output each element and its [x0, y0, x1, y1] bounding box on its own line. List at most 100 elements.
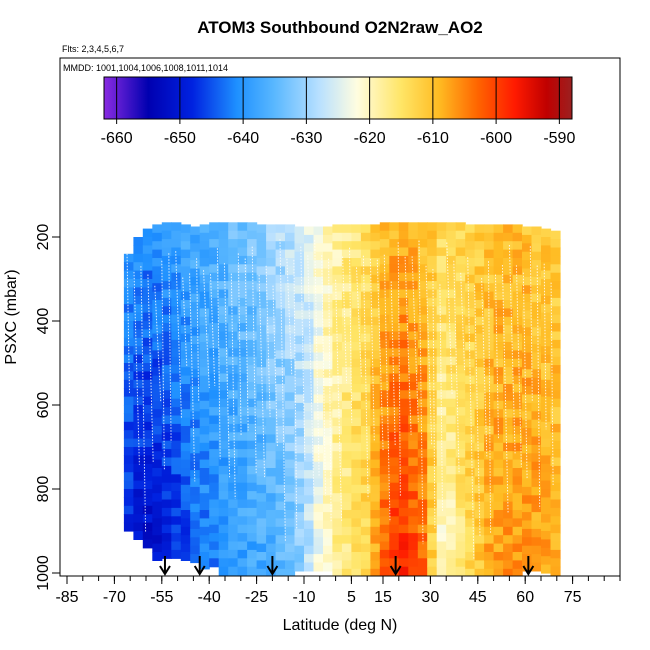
heatmap-cell [427, 491, 438, 501]
heatmap-cell [370, 400, 381, 410]
heatmap-cell [465, 434, 476, 444]
heatmap-cell [512, 543, 523, 553]
heatmap-cell [266, 392, 277, 402]
heatmap-cell [370, 350, 381, 360]
heatmap-cell [465, 384, 476, 393]
heatmap-cell [237, 549, 248, 559]
heatmap-cell [171, 465, 182, 475]
heatmap-cell [455, 524, 466, 534]
heatmap-cell [218, 465, 229, 475]
heatmap-cell [531, 453, 542, 463]
heatmap-cell [389, 247, 400, 257]
heatmap-cell [218, 356, 229, 366]
heatmap-cell [360, 316, 371, 326]
heatmap-cell [180, 526, 191, 536]
heatmap-cell [313, 260, 324, 270]
heatmap-cell [218, 432, 229, 442]
heatmap-cell [531, 260, 542, 270]
heatmap-cell [323, 478, 334, 488]
heatmap-cell [531, 386, 542, 396]
heatmap-cell [389, 524, 400, 534]
heatmap-cell [427, 348, 438, 358]
heatmap-cell [522, 260, 533, 270]
heatmap-cell [209, 491, 220, 501]
heatmap-cell [360, 241, 371, 251]
heatmap-cell [389, 465, 400, 475]
heatmap-cell [275, 510, 286, 519]
heatmap-cell [427, 314, 438, 324]
heatmap-cell [199, 266, 210, 276]
heatmap-cell [123, 304, 134, 314]
heatmap-cell [541, 371, 552, 381]
heatmap-cell [180, 476, 191, 486]
heatmap-cell [218, 281, 229, 291]
heatmap-cell [161, 306, 172, 316]
heatmap-cell [294, 512, 305, 522]
heatmap-cell [133, 321, 144, 330]
heatmap-cell [436, 314, 447, 324]
heatmap-cell [417, 566, 428, 576]
heatmap-cell [417, 306, 428, 316]
heatmap-cell [256, 543, 267, 553]
heatmap-cell [266, 274, 277, 284]
heatmap-cell [171, 449, 182, 459]
y-tick-label: 400 [35, 308, 52, 335]
heatmap-cell [228, 457, 239, 467]
heatmap-cell [152, 510, 163, 519]
heatmap-cell [247, 566, 258, 576]
heatmap-cell [304, 402, 315, 412]
heatmap-cell [237, 339, 248, 349]
heatmap-cell [180, 375, 191, 385]
heatmap-cell [446, 457, 457, 467]
heatmap-cell [550, 281, 561, 291]
heatmap-cell [209, 348, 220, 358]
heatmap-cell [294, 310, 305, 320]
heatmap-cell [389, 339, 400, 349]
heatmap-cell [294, 444, 305, 454]
heatmap-cell [323, 344, 334, 354]
heatmap-cell [370, 543, 381, 553]
x-tick-label: 75 [564, 589, 582, 606]
heatmap-cell [541, 447, 552, 456]
heatmap-cell [503, 333, 514, 343]
x-tick-label: 30 [422, 589, 440, 606]
heatmap-cell [389, 482, 400, 492]
heatmap-cell [531, 360, 542, 370]
heatmap-cell [398, 558, 409, 568]
heatmap-cell [190, 386, 201, 396]
heatmap-cell [133, 388, 144, 398]
plot-frame [59, 57, 621, 577]
heatmap-cell [171, 457, 182, 467]
heatmap-cell [531, 335, 542, 345]
flight-track [237, 253, 242, 436]
heatmap-cell [237, 255, 248, 265]
heatmap-cell [266, 266, 277, 276]
heatmap-cell [209, 407, 220, 417]
colorbar-tick-label: -620 [354, 130, 386, 147]
heatmap-cell [370, 274, 381, 284]
heatmap-cell [142, 312, 153, 322]
heatmap-cell [550, 306, 561, 316]
heatmap-cell [503, 484, 514, 494]
heatmap-cell [474, 375, 485, 385]
heatmap-cell [304, 310, 315, 320]
heatmap-cell [351, 434, 362, 444]
heatmap-cell [436, 339, 447, 349]
heatmap-cell [417, 499, 428, 509]
heatmap-cell [379, 247, 390, 257]
heatmap-cell [275, 526, 286, 536]
heatmap-cell [294, 352, 305, 362]
heatmap-cell [275, 552, 286, 561]
heatmap-cell [351, 342, 362, 351]
heatmap-cell [313, 377, 324, 387]
flight-track [404, 256, 412, 435]
heatmap-cell [304, 276, 315, 286]
heatmap-cell [484, 325, 495, 335]
heatmap-cell [199, 367, 210, 377]
heatmap-cell [190, 226, 201, 236]
flight-track [446, 242, 453, 395]
heatmap-cell [541, 480, 552, 490]
heatmap-cell [313, 243, 324, 253]
heatmap-cell [133, 253, 144, 263]
heatmap-cell [465, 468, 476, 477]
